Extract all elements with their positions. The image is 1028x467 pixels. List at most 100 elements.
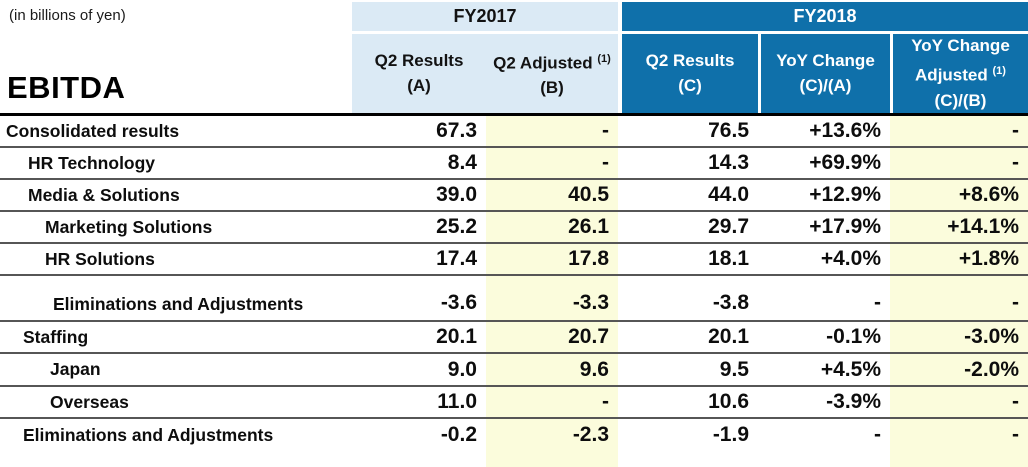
q2-adjusted-b-value: 20.7	[486, 322, 618, 352]
row-label: HR Solutions	[45, 248, 155, 269]
q2-results-a-value: 17.4	[436, 247, 477, 270]
yoy-change-adjusted-value: -	[890, 419, 1028, 451]
q2-adjusted-b-value: 17.8	[486, 244, 618, 274]
yoy-change-adjusted-value: -3.0%	[890, 322, 1028, 352]
column-header-line: YoY Change	[911, 36, 1010, 56]
fy2017-column-headers: Q2 Results (A) Q2 Adjusted (1) (B)	[352, 34, 618, 113]
column-header-line: (B)	[540, 78, 564, 98]
column-header: YoY Change Adjusted (1) (C)/(B)	[890, 34, 1028, 113]
page-title: EBITDA	[7, 70, 126, 105]
table-row: Consolidated results 67.3-76.5 +13.6% -	[0, 116, 1028, 148]
column-header-line: (A)	[407, 76, 431, 95]
q2-results-a-value: 9.0	[447, 357, 477, 381]
q2-results-c-value: 20.1	[708, 325, 749, 348]
table-row: Overseas 11.0-10.6 -3.9% -	[0, 387, 1028, 419]
yoy-change-value: -	[874, 423, 881, 446]
column-header-line: Adjusted (1)	[915, 65, 1006, 85]
filler-cell	[352, 451, 486, 467]
row-label: Eliminations and Adjustments	[23, 424, 274, 445]
q2-results-a-value: 25.2	[436, 215, 477, 238]
column-header-line: Q2 Results	[374, 51, 464, 70]
column-header-line: (C)/(B)	[934, 90, 987, 110]
yoy-change-adjusted-value: -	[890, 276, 1028, 320]
q2-results-a-value: 20.1	[436, 325, 477, 348]
filler-cell	[622, 451, 758, 467]
table-row: Staffing 20.1 20.7 20.1 -0.1% -3.0%	[0, 322, 1028, 354]
column-header-line: YoY Change	[776, 51, 875, 70]
column-header: Q2 Results (A)	[352, 34, 486, 113]
q2-adjusted-b-value: -2.3	[486, 419, 618, 451]
q2-adjusted-b-value: 9.6	[486, 354, 618, 385]
row-label: Overseas	[50, 391, 129, 412]
table-row: HR Solutions 17.4 17.8 18.1 +4.0% +1.8%	[0, 244, 1028, 276]
column-header-line: (C)	[678, 76, 702, 95]
table-row: Media & Solutions 39.0 40.5 44.0 +12.9% +8.6%	[0, 180, 1028, 212]
table-row: Eliminations and Adjustments -3.6 -3.3 -3.8…	[0, 276, 1028, 322]
q2-results-c-value: -1.9	[712, 423, 749, 446]
yoy-change-adjusted-value: -	[890, 148, 1028, 178]
yoy-change-value: -3.9%	[826, 390, 881, 413]
adjusted-column-fill	[486, 451, 618, 467]
yoy-change-value: +13.6%	[809, 119, 881, 142]
q2-adjusted-b-value: -	[486, 387, 618, 417]
fy2018-header-group: FY2018 Q2 Results (C) YoY Change (C)/(A) YoY…	[622, 2, 1028, 113]
q2-results-c-value: -3.8	[712, 291, 749, 314]
header-separator	[352, 31, 618, 34]
q2-results-a-value: 11.0	[437, 390, 477, 413]
q2-results-c-value: 9.5	[719, 357, 749, 381]
column-header: YoY Change (C)/(A)	[758, 34, 890, 113]
table-row: Eliminations and Adjustments -0.2 -2.3 -1.9…	[0, 419, 1028, 451]
yoy-change-value: +17.9%	[809, 215, 881, 238]
row-label: HR Technology	[28, 152, 156, 173]
yoy-change-adjusted-value: -	[890, 116, 1028, 146]
q2-results-a-value: 67.3	[436, 119, 477, 142]
yoy-change-value: -	[874, 291, 881, 314]
footnote-marker: (1)	[597, 52, 611, 65]
yoy-change-value: +4.5%	[820, 357, 881, 381]
yoy-change-value: -0.1%	[826, 325, 881, 348]
q2-adjusted-b-value: -3.3	[486, 276, 618, 320]
q2-results-a-value: -0.2	[440, 423, 477, 446]
q2-results-c-value: 18.1	[708, 247, 749, 270]
yoy-change-adjusted-value: +14.1%	[890, 212, 1028, 242]
fy2017-group-label: FY2017	[453, 6, 517, 26]
q2-results-a-value: -3.6	[440, 291, 477, 314]
q2-adjusted-b-value: 40.5	[486, 180, 618, 210]
table-body: Consolidated results 67.3-76.5 +13.6% - HR T…	[0, 113, 1028, 467]
adjusted-column-fill	[890, 451, 1028, 467]
q2-adjusted-b-value: 26.1	[486, 212, 618, 242]
q2-results-a-value: 8.4	[447, 151, 477, 174]
table-row: Japan 9.0 9.6 9.5 +4.5% -2.0%	[0, 354, 1028, 387]
q2-adjusted-b-value: -	[486, 116, 618, 146]
q2-results-a-value: 39.0	[436, 183, 477, 206]
yoy-change-value: +4.0%	[820, 247, 881, 270]
column-header-line: Q2 Adjusted (1)	[493, 52, 611, 73]
unit-note: (in billions of yen)	[9, 7, 126, 24]
q2-results-c-value: 10.6	[708, 390, 749, 413]
column-header-line: Q2 Results	[645, 51, 735, 70]
yoy-change-adjusted-value: -	[890, 387, 1028, 417]
q2-results-c-value: 14.3	[708, 151, 749, 174]
yoy-change-adjusted-value: -2.0%	[890, 354, 1028, 385]
fy2018-column-headers: Q2 Results (C) YoY Change (C)/(A) YoY Change…	[622, 34, 1028, 113]
table-footer-filler	[0, 451, 1028, 467]
fy2018-group-label: FY2018	[793, 6, 857, 26]
column-header-line: (C)/(A)	[799, 76, 852, 95]
yoy-change-adjusted-value: +1.8%	[890, 244, 1028, 274]
table-row: Marketing Solutions 25.2 26.1 29.7 +17.9% +14…	[0, 212, 1028, 244]
column-header: Q2 Adjusted (1) (B)	[486, 34, 618, 113]
header-separator	[622, 31, 1028, 34]
yoy-change-adjusted-value: +8.6%	[890, 180, 1028, 210]
yoy-change-value: +69.9%	[809, 151, 881, 174]
q2-adjusted-b-value: -	[486, 148, 618, 178]
q2-results-c-value: 76.5	[708, 119, 749, 142]
q2-results-c-value: 44.0	[708, 183, 749, 206]
yoy-change-value: +12.9%	[809, 183, 881, 206]
row-label: Consolidated results	[6, 120, 180, 141]
column-header: Q2 Results (C)	[622, 34, 758, 113]
row-label: Japan	[50, 359, 101, 379]
row-label: Marketing Solutions	[45, 216, 213, 237]
row-label: Staffing	[23, 326, 89, 347]
footnote-marker: (1)	[992, 65, 1006, 78]
